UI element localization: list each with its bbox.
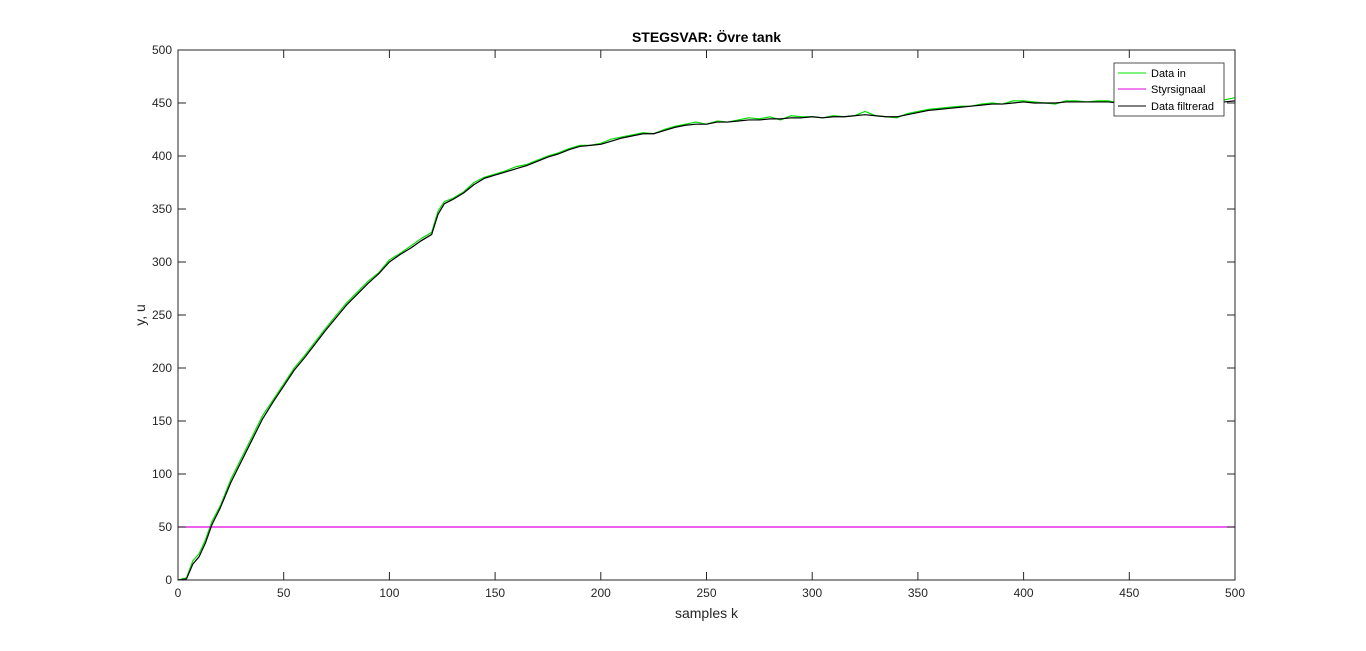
y-tick-label: 450 (152, 96, 172, 110)
plot-area (178, 50, 1235, 580)
x-tick-label: 250 (696, 586, 716, 600)
y-axis-label: y, u (132, 304, 148, 326)
legend: Data in Styrsignaal Data filtrerad (1113, 62, 1225, 117)
y-tick-label: 500 (152, 43, 172, 57)
y-tick-label: 0 (165, 573, 172, 587)
x-tick-label: 50 (277, 586, 291, 600)
x-tick-label: 0 (175, 586, 182, 600)
x-axis-label: samples k (675, 605, 739, 621)
series-layer (177, 97, 1236, 581)
x-tick-label: 100 (379, 586, 399, 600)
x-tick-label: 400 (1014, 586, 1034, 600)
x-tick-label: 300 (802, 586, 822, 600)
chart-title: STEGSVAR: Övre tank (632, 29, 781, 45)
series-line-data-in (177, 97, 1236, 581)
y-tick-label: 100 (152, 467, 172, 481)
legend-label-styrsignaal: Styrsignaal (1151, 84, 1205, 96)
y-tick-label: 250 (152, 308, 172, 322)
y-tick-label: 300 (152, 255, 172, 269)
legend-label-data-filtrerad: Data filtrerad (1151, 101, 1214, 113)
x-tick-label: 450 (1119, 586, 1139, 600)
y-tick-label: 400 (152, 149, 172, 163)
tick-layer: 0 50 100 150 200 250 300 350 400 450 500 0 50 100 150 2… (152, 43, 1245, 600)
x-tick-label: 500 (1225, 586, 1245, 600)
series-line-data-filtrerad (177, 100, 1236, 581)
y-tick-label: 150 (152, 414, 172, 428)
y-tick-label: 200 (152, 361, 172, 375)
y-tick-label: 50 (159, 520, 173, 534)
x-tick-label: 350 (908, 586, 928, 600)
x-tick-label: 200 (591, 586, 611, 600)
legend-label-data-in: Data in (1151, 68, 1186, 80)
x-tick-label: 150 (485, 586, 505, 600)
y-tick-label: 350 (152, 202, 172, 216)
